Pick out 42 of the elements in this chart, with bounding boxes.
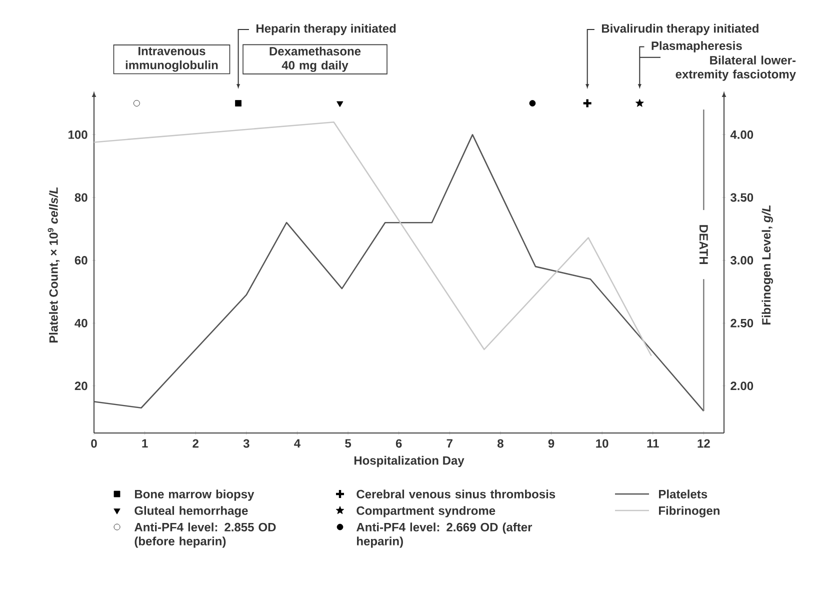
legend-label: Anti-PF4 level: 2.669 OD (after heparin) xyxy=(356,522,532,548)
legend-label: Bone marrow biopsy xyxy=(135,490,254,501)
text: Heparin therapy initiated xyxy=(256,24,396,36)
y2-axis-title: Fibrinogen Level, g/L xyxy=(762,205,773,325)
y-tick-label: 60 xyxy=(74,256,88,265)
x-tick-label: 9 xyxy=(548,439,554,448)
y2-tick-label: 2.00 xyxy=(730,382,754,390)
ref-line-label: DEATH xyxy=(700,225,708,264)
legend-label: Platelets xyxy=(659,490,708,498)
y2-tick-label: 2.50 xyxy=(730,318,754,328)
x-tick-label: 11 xyxy=(647,439,659,448)
x-tick-label: 5 xyxy=(345,439,352,448)
y-tick-label: 100 xyxy=(68,130,88,139)
legend-label: Anti-PF4 level: 2.855 OD (before heparin) xyxy=(134,522,276,548)
legend-label: Gluteal hemorrhage xyxy=(134,506,248,518)
y2-tick-label: 3.50 xyxy=(730,193,754,202)
x-tick-label: 8 xyxy=(497,439,504,448)
y2-tick-label: 3.00 xyxy=(730,256,754,265)
x-tick-label: 6 xyxy=(396,439,402,448)
x-tick-label: 7 xyxy=(446,439,452,448)
x-tick-label: 0 xyxy=(91,439,97,448)
legend-label: Compartment syndrome xyxy=(356,506,496,518)
x-tick-label: 12 xyxy=(698,439,710,448)
text: Intravenous immunoglobulin xyxy=(126,46,218,72)
legend-label: Fibrinogen xyxy=(659,506,720,518)
x-tick-label: 4 xyxy=(294,439,300,448)
text: Dexamethasone 40 mg daily xyxy=(270,46,361,72)
text: Bilateral lower-extremity fasciotomy xyxy=(676,56,796,81)
x-tick-label: 3 xyxy=(243,439,250,448)
x-tick-label: 2 xyxy=(192,439,198,448)
line-series xyxy=(93,121,652,356)
y-tick-label: 80 xyxy=(74,193,88,202)
y-axis-title: Platelet Count, × 10$^{9}$ cells/L xyxy=(48,187,60,343)
x-tick-label: 1 xyxy=(142,439,148,448)
y2-tick-label: 4.00 xyxy=(730,130,754,139)
x-axis-title: Hospitalization Day xyxy=(354,456,464,468)
text: Bivalirudin therapy initiated xyxy=(602,24,758,36)
text: Plasmapheresis xyxy=(652,41,742,52)
y-tick-label: 20 xyxy=(74,382,88,390)
y-tick-label: 40 xyxy=(74,318,88,328)
legend-label: Cerebral venous sinus thrombosis xyxy=(356,490,556,498)
x-tick-label: 10 xyxy=(596,439,608,448)
